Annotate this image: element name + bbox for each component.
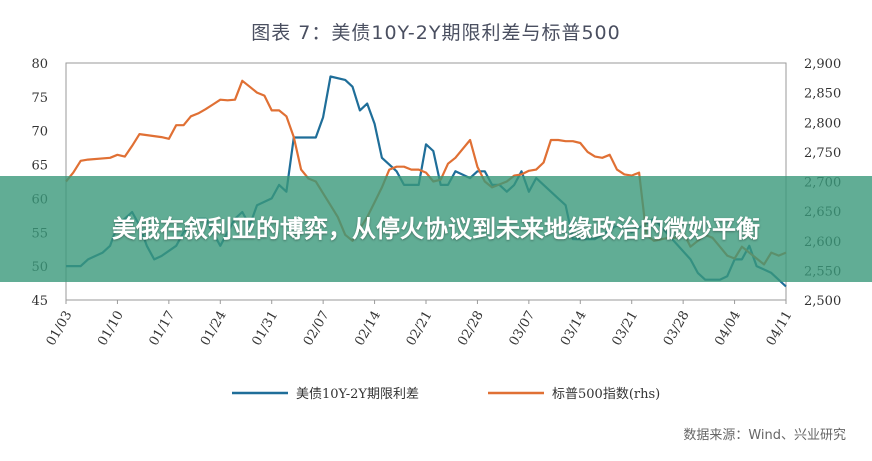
x-tick-label: 01/24	[198, 309, 230, 349]
x-tick-label: 03/07	[507, 309, 539, 349]
y-left-tick-label: 45	[31, 294, 48, 309]
headline-banner: 美俄在叙利亚的博弈，从停火协议到未来地缘政治的微妙平衡	[0, 176, 872, 282]
y-right-tick-label: 2,800	[804, 116, 841, 131]
x-tick-label: 02/14	[352, 309, 384, 349]
x-tick-label: 04/04	[712, 309, 744, 349]
headline-text: 美俄在叙利亚的博弈，从停火协议到未来地缘政治的微妙平衡	[112, 215, 760, 243]
y-right-tick-label: 2,500	[804, 294, 841, 309]
chart-title: 图表 7：美债10Y-2Y期限利差与标普500	[251, 22, 621, 44]
x-tick-label: 01/10	[95, 309, 127, 349]
x-tick-label: 02/28	[455, 309, 487, 349]
legend-label-1: 美债10Y-2Y期限利差	[296, 387, 419, 402]
x-tick-label: 03/28	[661, 309, 693, 349]
y-right-tick-label: 2,900	[804, 57, 841, 72]
y-right-tick-label: 2,750	[804, 146, 841, 161]
y-right-tick-label: 2,850	[804, 87, 841, 102]
y-left-tick-label: 70	[31, 125, 48, 140]
x-tick-label: 02/07	[301, 309, 333, 349]
y-left-tick-label: 80	[31, 57, 48, 72]
x-tick-label: 03/21	[609, 309, 641, 349]
legend-label-2: 标普500指数(rhs)	[552, 387, 660, 402]
x-tick-label: 03/14	[558, 309, 590, 349]
data-source: 数据来源：Wind、兴业研究	[683, 428, 846, 443]
y-left-tick-label: 75	[31, 91, 48, 106]
x-tick-label: 01/31	[249, 309, 281, 349]
x-tick-label: 02/21	[404, 309, 436, 349]
x-tick-label: 04/11	[764, 309, 796, 349]
x-tick-label: 01/17	[147, 309, 179, 349]
y-left-tick-label: 65	[31, 159, 48, 174]
x-tick-label: 01/03	[44, 309, 76, 349]
